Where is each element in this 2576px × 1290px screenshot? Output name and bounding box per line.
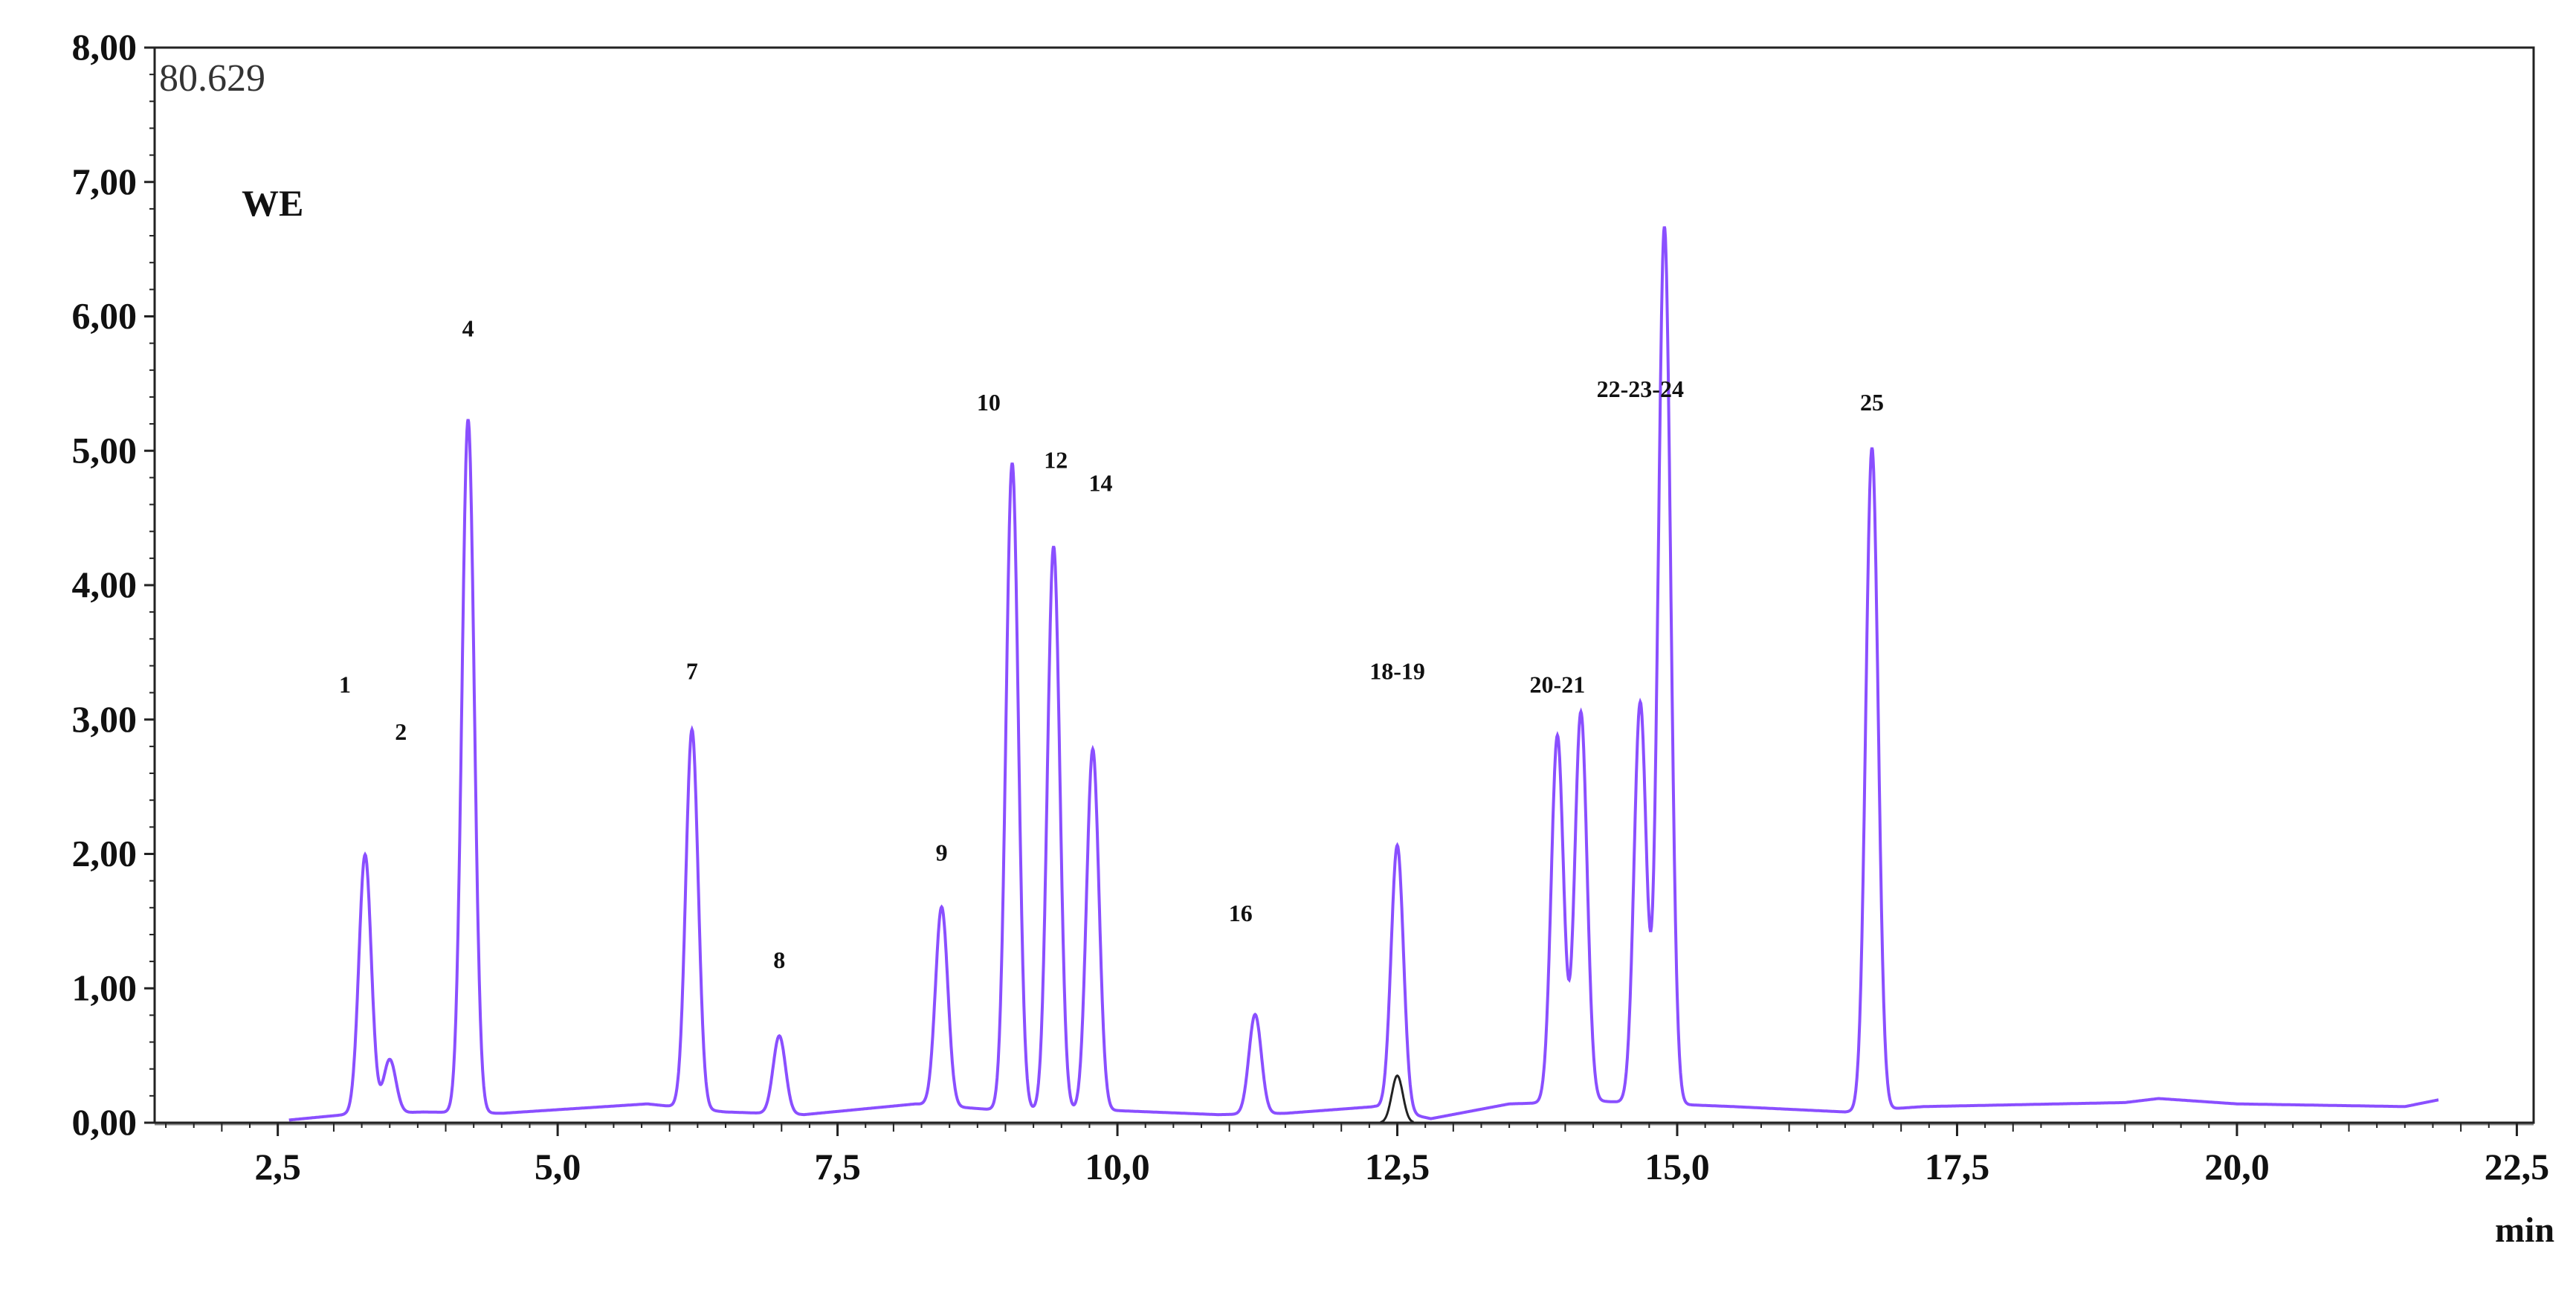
peak-label: 1 bbox=[339, 671, 351, 698]
y-tick-label: 8,00 bbox=[72, 26, 138, 68]
y-tick-label: 4,00 bbox=[72, 564, 138, 605]
y-tick-label: 3,00 bbox=[72, 698, 138, 740]
peak-label: 25 bbox=[1860, 389, 1884, 416]
peak-label: 7 bbox=[686, 658, 698, 685]
peak-label: 10 bbox=[977, 389, 1001, 416]
x-tick-label: 10,0 bbox=[1085, 1146, 1150, 1187]
peak-label: 16 bbox=[1229, 900, 1253, 926]
peak-label: 8 bbox=[773, 946, 785, 973]
peak-label: 14 bbox=[1088, 469, 1112, 496]
x-tick-label: 2,5 bbox=[254, 1146, 301, 1187]
corner-value: 80.629 bbox=[159, 57, 265, 100]
peak-label: 9 bbox=[936, 839, 948, 866]
y-axis: 0,00 1,00 2,00 3,00 4,00 5,00 6,00 7,00 8,00 bbox=[72, 26, 155, 1143]
y-tick-label: 6,00 bbox=[72, 295, 138, 337]
x-tick-label: 22,5 bbox=[2485, 1146, 2550, 1187]
peak-label: 22-23-24 bbox=[1597, 375, 1684, 402]
x-tick-label: 7,5 bbox=[814, 1146, 861, 1187]
x-tick-label: 17,5 bbox=[1925, 1146, 1990, 1187]
x-axis: 2,5 5,0 7,5 10,0 12,5 15,0 17,5 20,0 22,5 bbox=[165, 1123, 2550, 1187]
x-tick-label: 12,5 bbox=[1365, 1146, 1430, 1187]
peak-label: 12 bbox=[1044, 447, 1068, 474]
x-tick-label: 5,0 bbox=[535, 1146, 581, 1187]
y-tick-label: 1,00 bbox=[72, 967, 138, 1008]
x-tick-label: 20,0 bbox=[2204, 1146, 2270, 1187]
y-tick-label: 5,00 bbox=[72, 429, 138, 471]
small-peak-trace bbox=[1380, 1074, 1414, 1123]
y-tick-label: 7,00 bbox=[72, 161, 138, 202]
peak-label: 4 bbox=[462, 315, 474, 342]
x-axis-unit: min bbox=[2495, 1210, 2554, 1250]
y-tick-label: 0,00 bbox=[72, 1101, 138, 1143]
sample-label: WE bbox=[242, 182, 303, 224]
peak-label: 20-21 bbox=[1530, 671, 1586, 698]
y-tick-label: 2,00 bbox=[72, 833, 138, 874]
peak-label: 18-19 bbox=[1369, 658, 1425, 685]
x-tick-label: 15,0 bbox=[1644, 1146, 1710, 1187]
peak-label: 2 bbox=[395, 718, 407, 745]
chromatogram-trace bbox=[288, 226, 2439, 1122]
